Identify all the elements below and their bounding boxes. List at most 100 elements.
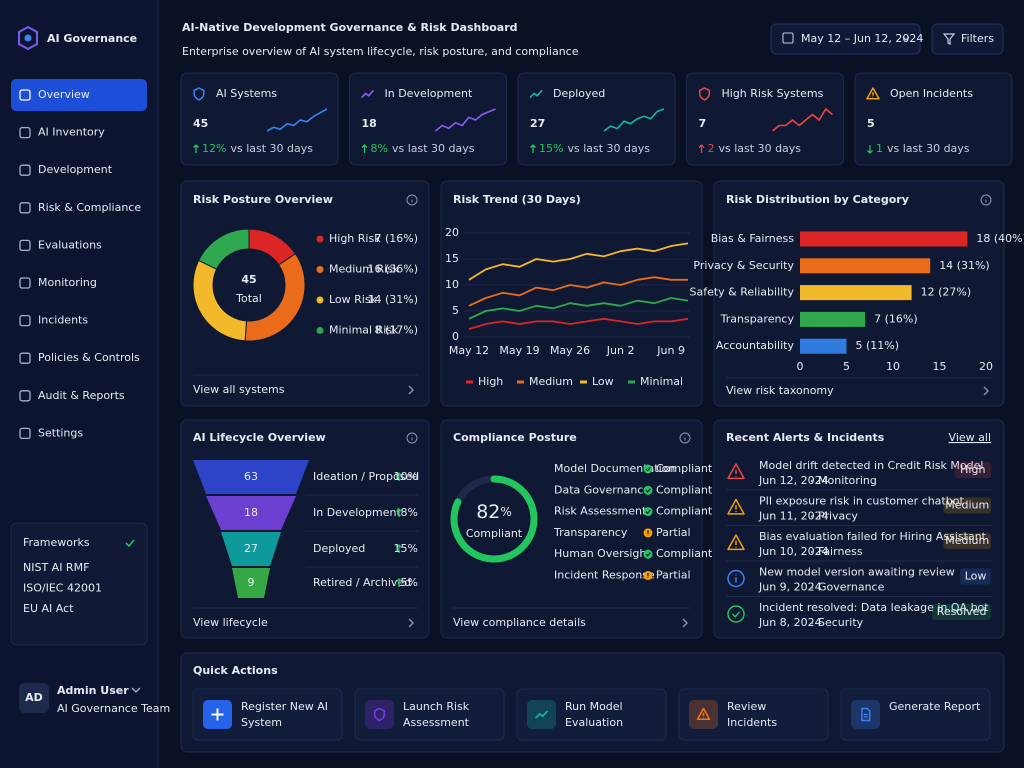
kpi-value: 18	[362, 117, 377, 130]
category-label: Safety & Reliability	[690, 286, 795, 299]
y-tick-label: 20	[445, 226, 459, 239]
category-label: Privacy & Security	[693, 259, 794, 272]
chart-icon	[360, 89, 375, 99]
nav-icon	[19, 202, 31, 214]
brand-name: AI Governance	[47, 32, 137, 45]
x-tick-label: 20	[979, 360, 993, 373]
kpi-change-value: 15%	[539, 142, 563, 155]
legend-label: Minimal Risk	[329, 324, 399, 337]
legend-dot	[316, 327, 324, 334]
kpi-change: 1 vs last 30 days	[876, 142, 970, 155]
quick-action-label[interactable]: Register New AI System	[241, 700, 329, 729]
warning-icon	[866, 87, 880, 100]
quick-action-label[interactable]: Launch Risk Assessment	[403, 700, 470, 729]
quick-action-card[interactable]	[354, 688, 505, 741]
calendar-icon	[782, 32, 794, 44]
kpi-card	[180, 72, 339, 166]
kpi-change-value: 2	[708, 142, 715, 155]
panel-title: Risk Distribution by Category	[726, 193, 909, 206]
x-tick-label: 5	[843, 360, 850, 373]
alert-tag: Monitoring	[818, 474, 877, 487]
quick-action-label[interactable]: Review Incidents	[727, 700, 778, 729]
x-tick-label: May 12	[449, 344, 489, 357]
status-icon-mark	[645, 488, 651, 493]
compliance-status: Compliant	[656, 483, 713, 496]
quick-action-card[interactable]	[840, 688, 991, 741]
warning-icon	[727, 498, 745, 515]
alerts-panel	[713, 419, 1005, 639]
panel-title: Risk Trend (30 Days)	[453, 193, 581, 206]
alert-title: New model version awaiting review	[759, 566, 955, 579]
framework-item: ISO/IEC 42001	[23, 582, 102, 595]
y-tick-label: 5	[452, 304, 459, 317]
kpi-card	[349, 72, 507, 166]
change-arrow	[396, 472, 402, 481]
kpi-change-note: vs last 30 days	[392, 142, 475, 155]
trend-line	[468, 297, 689, 320]
x-tick-label: Jun 2	[606, 344, 635, 357]
change-arrow	[193, 144, 199, 153]
framework-item: EU AI Act	[23, 602, 74, 615]
x-tick-label: 10	[886, 360, 900, 373]
funnel-value: 18	[244, 506, 258, 519]
panel-link[interactable]: View risk taxonomy	[726, 384, 834, 397]
score: 82%	[476, 501, 512, 523]
date-range-button[interactable]	[770, 23, 921, 55]
compliance-status: Compliant	[656, 547, 713, 560]
bar	[800, 285, 912, 301]
bar	[800, 311, 866, 327]
alert-badge	[960, 568, 991, 585]
user-initials: AD	[25, 691, 43, 704]
kpi-change: 8% vs last 30 days	[371, 142, 475, 155]
status-icon	[643, 507, 653, 517]
chevron	[408, 618, 414, 628]
info-icon	[406, 194, 418, 206]
risk-trend-panel	[440, 180, 703, 407]
alert-tag: Governance	[818, 581, 885, 594]
panel-link[interactable]: View all systems	[193, 383, 285, 396]
sparkline	[266, 108, 328, 132]
compliance-status: Partial	[656, 526, 691, 539]
kpi-change-note: vs last 30 days	[230, 142, 313, 155]
trend-line	[468, 317, 689, 331]
quick-action-label[interactable]: Run Model Evaluation	[565, 700, 624, 729]
score-ring	[450, 475, 538, 563]
quick-action-card[interactable]	[678, 688, 829, 741]
alert-date: Jun 8, 2024	[758, 616, 822, 629]
panel-link[interactable]: View compliance details	[453, 616, 586, 629]
nav-label: AI Inventory	[38, 126, 105, 139]
category-label: Transparency	[720, 312, 795, 325]
compliance-status: Compliant	[656, 462, 713, 475]
kpi-label: In Development	[385, 87, 473, 100]
nav-label: Incidents	[38, 314, 88, 327]
stage-name: Ideation / Proposed	[313, 470, 419, 483]
panel-link[interactable]: View lifecycle	[193, 616, 268, 629]
panel-title: Compliance Posture	[453, 431, 577, 444]
status-icon-mark	[645, 467, 651, 472]
quick-action-card[interactable]	[516, 688, 667, 741]
filter-icon	[942, 33, 956, 45]
alert-separator	[810, 515, 814, 518]
view-all-link[interactable]: View all	[949, 431, 991, 444]
quick-action-label[interactable]: Generate Report	[889, 700, 981, 713]
sparkline	[771, 107, 834, 132]
alert-badge-label: Medium	[945, 534, 989, 547]
shield-icon	[373, 707, 386, 722]
check-icon	[727, 605, 745, 623]
filters-button[interactable]	[931, 23, 1004, 55]
compliance-item: Incident Response	[554, 569, 655, 582]
nav-icon	[19, 390, 31, 402]
legend-label: Medium Risk	[329, 263, 400, 276]
kpi-change-note: vs last 30 days	[719, 142, 802, 155]
donut-segment	[197, 228, 250, 270]
alert-title: Bias evaluation failed for Hiring Assist…	[759, 530, 987, 543]
panel-title: Recent Alerts & Incidents	[726, 431, 885, 444]
bar	[800, 338, 847, 354]
alert-badge	[943, 533, 991, 549]
status-icon	[643, 464, 653, 474]
warning-icon	[727, 534, 745, 551]
alert-tag: Security	[818, 616, 864, 629]
shield-icon	[698, 87, 711, 101]
status-icon	[643, 549, 653, 559]
nav-item[interactable]	[11, 79, 147, 111]
